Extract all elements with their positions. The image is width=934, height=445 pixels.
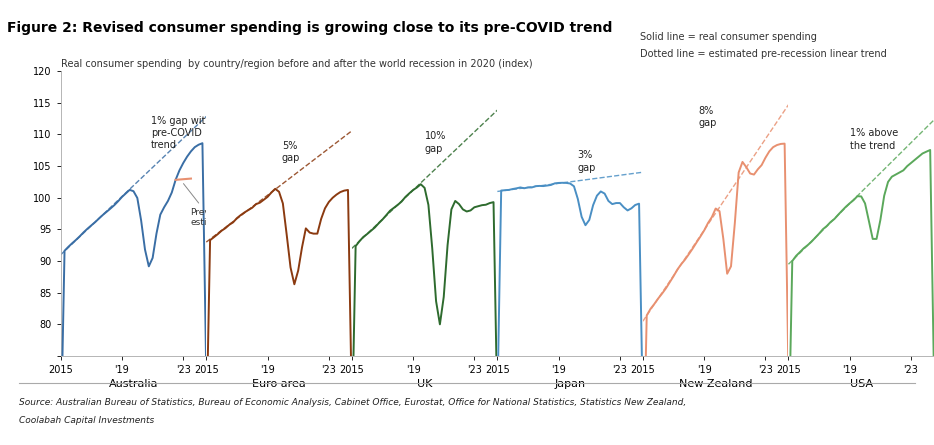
- X-axis label: UK: UK: [417, 379, 432, 389]
- X-axis label: Japan: Japan: [555, 379, 586, 389]
- Text: Previous
estimate: Previous estimate: [183, 184, 230, 227]
- X-axis label: Euro area: Euro area: [252, 379, 306, 389]
- X-axis label: Australia: Australia: [108, 379, 158, 389]
- Text: Real consumer spending  by country/region before and after the world recession i: Real consumer spending by country/region…: [61, 59, 532, 69]
- Text: Coolabah Capital Investments: Coolabah Capital Investments: [19, 416, 154, 425]
- Text: Solid line = real consumer spending: Solid line = real consumer spending: [640, 32, 816, 42]
- Text: Figure 2: Revised consumer spending is growing close to its pre-COVID trend: Figure 2: Revised consumer spending is g…: [7, 21, 613, 35]
- X-axis label: USA: USA: [850, 379, 872, 389]
- Text: 1% above
the trend: 1% above the trend: [850, 128, 898, 150]
- Text: Dotted line = estimated pre-recession linear trend: Dotted line = estimated pre-recession li…: [640, 49, 886, 59]
- Text: 1% gap with
pre-COVID
trend: 1% gap with pre-COVID trend: [151, 116, 212, 150]
- X-axis label: New Zealand: New Zealand: [679, 379, 753, 389]
- Text: 3%
gap: 3% gap: [577, 150, 596, 173]
- Text: 5%
gap: 5% gap: [282, 141, 301, 163]
- Text: 10%
gap: 10% gap: [425, 131, 446, 154]
- Text: 8%
gap: 8% gap: [699, 106, 716, 129]
- Text: Source: Australian Bureau of Statistics, Bureau of Economic Analysis, Cabinet Of: Source: Australian Bureau of Statistics,…: [19, 398, 686, 407]
